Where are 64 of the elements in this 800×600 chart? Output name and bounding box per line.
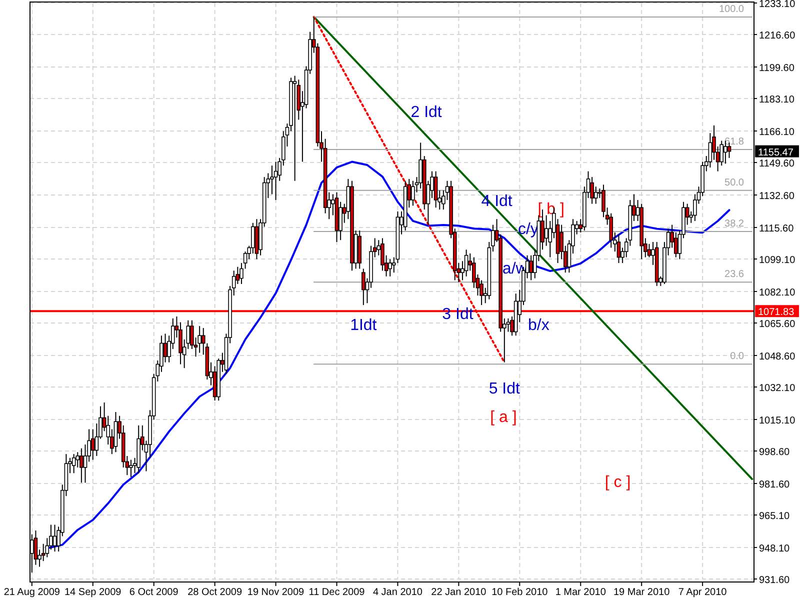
candlestick — [274, 161, 278, 200]
annotation: 5 Idt — [488, 380, 521, 398]
x-tick-label: 22 Jan 2010 — [431, 587, 487, 598]
candlestick — [362, 268, 366, 306]
candlestick — [594, 186, 598, 204]
y-tick-label: 1015.10 — [759, 415, 796, 426]
candlestick — [52, 524, 57, 552]
series-label: 100.0 — [718, 4, 744, 15]
y-tick-label: 998.60 — [759, 447, 790, 458]
candlestick — [163, 333, 168, 363]
candlestick — [411, 180, 415, 206]
y-tick-label: 965.10 — [759, 511, 790, 522]
candlestick — [388, 258, 392, 277]
x-tick-label: 21 Aug 2009 — [4, 587, 60, 598]
y-tick-label: 1132.60 — [759, 191, 795, 202]
annotation: 1Idt — [350, 317, 378, 334]
y-tick-label: 1099.10 — [759, 255, 796, 266]
x-tick-label: 7 Apr 2010 — [678, 587, 728, 598]
annotation: [ a ] — [490, 409, 517, 426]
ref-line-label: 1071.83 — [758, 307, 795, 318]
x-tick-label: 19 Mar 2010 — [614, 587, 670, 598]
y-tick-label: 1199.60 — [759, 63, 795, 74]
candlestick — [90, 428, 95, 460]
x-tick-label: 28 Oct 2009 — [188, 587, 242, 598]
annotation: b/x — [528, 317, 550, 334]
series-label: 23.6 — [724, 269, 744, 280]
candlestick — [198, 326, 202, 354]
y-tick-label: 1233.10 — [759, 0, 796, 10]
candlestick — [434, 170, 438, 208]
y-tick-label: 1048.60 — [759, 351, 796, 362]
y-tick-label: 1216.60 — [759, 30, 796, 42]
y-tick-label: 1082.10 — [759, 287, 796, 298]
candlestick — [464, 249, 468, 277]
candlestick — [544, 214, 548, 246]
candlestick — [529, 254, 533, 281]
series-label: 50.0 — [724, 177, 744, 188]
series-label: 0.0 — [730, 351, 744, 362]
series-label: 38.2 — [724, 218, 744, 230]
candlestick — [292, 75, 297, 182]
candlestick — [80, 448, 84, 484]
x-tick-label: 10 Feb 2010 — [492, 587, 548, 598]
y-tick-label: 981.60 — [759, 479, 790, 490]
candlestick — [72, 454, 76, 474]
x-tick-label: 6 Oct 2009 — [129, 587, 179, 598]
y-tick-label: 1166.10 — [759, 127, 795, 138]
y-tick-label: 1065.60 — [759, 319, 796, 330]
y-tick-label: 1149.60 — [759, 158, 795, 170]
candlestick — [338, 201, 342, 241]
x-tick-label: 19 Nov 2009 — [247, 587, 305, 598]
x-tick-label: 14 Sep 2009 — [64, 587, 122, 598]
annotation: [ c ] — [604, 474, 631, 491]
x-tick-label: 4 Jan 2010 — [372, 587, 423, 598]
x-tick-label: 11 Dec 2009 — [308, 587, 366, 598]
y-tick-label: 1115.60 — [759, 223, 794, 234]
y-tick-label: 931.60 — [759, 575, 790, 586]
y-tick-label: 948.10 — [759, 543, 790, 554]
y-tick-label: 1183.10 — [759, 94, 795, 106]
candlestick — [129, 459, 133, 478]
annotation: c/y — [518, 221, 538, 238]
x-tick-label: 1 Mar 2010 — [555, 587, 606, 598]
annotation: 2 Idt — [410, 104, 442, 121]
y-tick-label: 1032.10 — [759, 383, 796, 394]
candlestick — [616, 234, 621, 264]
text: 1155.47 — [758, 147, 794, 158]
